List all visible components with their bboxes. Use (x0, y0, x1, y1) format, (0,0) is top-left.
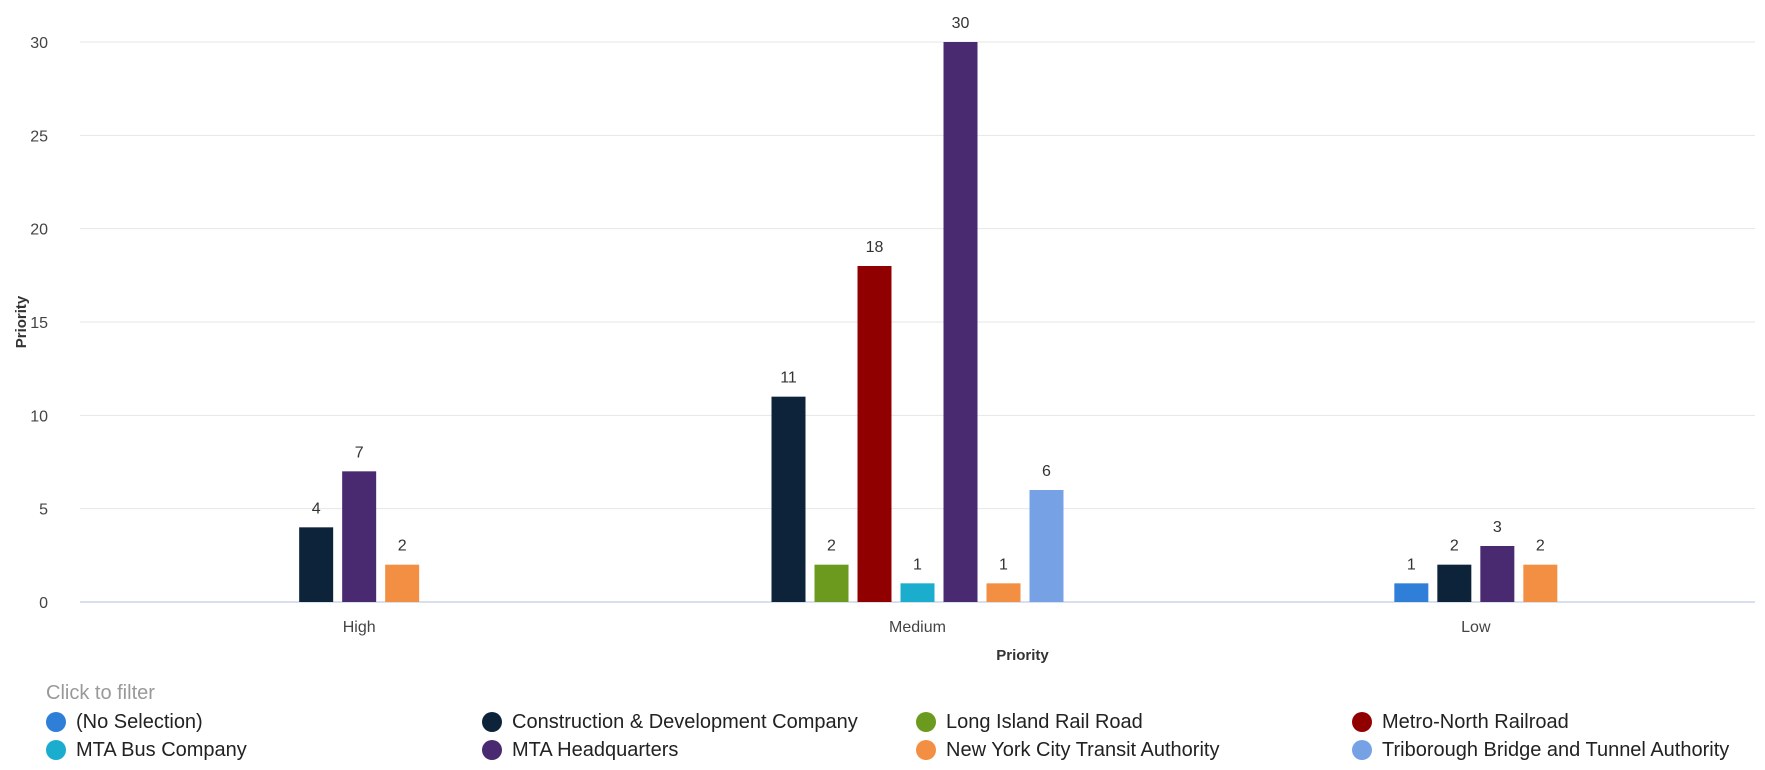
legend-item-label: (No Selection) (76, 710, 203, 733)
data-label: 2 (398, 538, 407, 555)
bar-chart: 0 5 10 15 20 25 30 Priority Priority High 4 7 2 Mediu… (13, 15, 1755, 664)
data-label: 6 (1042, 463, 1051, 480)
y-axis-title: Priority (13, 295, 30, 348)
legend-marker-icon (1352, 712, 1372, 732)
legend-item-label: Triborough Bridge and Tunnel Authority (1382, 738, 1730, 761)
data-label: 1 (1407, 556, 1416, 573)
y-tick-label: 15 (30, 315, 48, 332)
legend-title: Click to filter (46, 682, 155, 704)
legend-marker-icon (46, 740, 66, 760)
data-label: 3 (1493, 519, 1502, 536)
y-tick-label: 5 (39, 502, 48, 519)
legend-marker-icon (916, 740, 936, 760)
bar (385, 564, 420, 602)
legend-item[interactable]: Metro-North Railroad (1352, 709, 1761, 735)
bar (1480, 546, 1515, 602)
legend-item[interactable]: Triborough Bridge and Tunnel Authority (1352, 737, 1761, 763)
data-label: 4 (312, 500, 321, 517)
data-label: 7 (355, 444, 364, 461)
data-label: 1 (999, 556, 1008, 573)
data-label: 11 (780, 370, 797, 387)
data-label: 30 (952, 15, 970, 32)
bar (1394, 583, 1429, 602)
y-tick-label: 10 (30, 408, 48, 425)
data-label: 2 (1536, 538, 1545, 555)
legend-item-label: Long Island Rail Road (946, 710, 1143, 733)
y-tick-label: 0 (39, 595, 48, 612)
legend-item-label: New York City Transit Authority (946, 738, 1220, 761)
legend-item-label: MTA Bus Company (76, 738, 247, 761)
bar (900, 583, 935, 602)
legend: Click to filter (No Selection) Constructi… (46, 682, 1761, 763)
bar (943, 42, 978, 602)
legend-marker-icon (916, 712, 936, 732)
x-axis-title: Priority (996, 647, 1049, 664)
legend-item[interactable]: New York City Transit Authority (916, 737, 1352, 763)
bar (299, 527, 334, 602)
data-label: 18 (866, 239, 884, 256)
y-tick-label: 30 (30, 35, 48, 52)
bar (771, 396, 806, 602)
bar (1523, 564, 1558, 602)
data-label: 1 (913, 556, 922, 573)
bar (1437, 564, 1472, 602)
legend-marker-icon (482, 712, 502, 732)
x-tick-label: Low (1461, 619, 1491, 636)
data-label: 2 (827, 538, 836, 555)
legend-item[interactable]: (No Selection) (46, 709, 482, 735)
legend-item-label: Construction & Development Company (512, 710, 858, 733)
y-tick-label: 25 (30, 128, 48, 145)
bar (814, 564, 849, 602)
bar (986, 583, 1021, 602)
legend-item[interactable]: MTA Headquarters (482, 737, 916, 763)
legend-marker-icon (46, 712, 66, 732)
x-tick-label: High (343, 619, 376, 636)
legend-marker-icon (1352, 740, 1372, 760)
bar (857, 266, 892, 602)
bar (342, 471, 377, 602)
data-label: 2 (1450, 538, 1459, 555)
legend-item-label: MTA Headquarters (512, 738, 679, 761)
legend-marker-icon (482, 740, 502, 760)
x-tick-label: Medium (889, 619, 946, 636)
bar (1029, 490, 1064, 602)
legend-grid: (No Selection) Construction & Development… (46, 709, 1761, 763)
legend-item[interactable]: Construction & Development Company (482, 709, 916, 735)
legend-item[interactable]: Long Island Rail Road (916, 709, 1352, 735)
y-tick-label: 20 (30, 222, 48, 239)
legend-item[interactable]: MTA Bus Company (46, 737, 482, 763)
legend-item-label: Metro-North Railroad (1382, 710, 1569, 733)
chart-area: 0 5 10 15 20 25 30 Priority Priority High 4 7 2 Mediu… (13, 15, 1755, 664)
